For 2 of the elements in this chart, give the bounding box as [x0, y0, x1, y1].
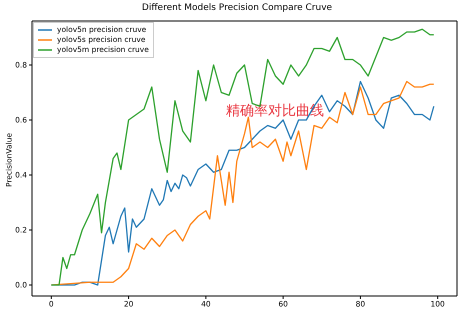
- chart-title: Different Models Precision Compare Cruve: [140, 3, 334, 13]
- line-series: [50, 80, 434, 286]
